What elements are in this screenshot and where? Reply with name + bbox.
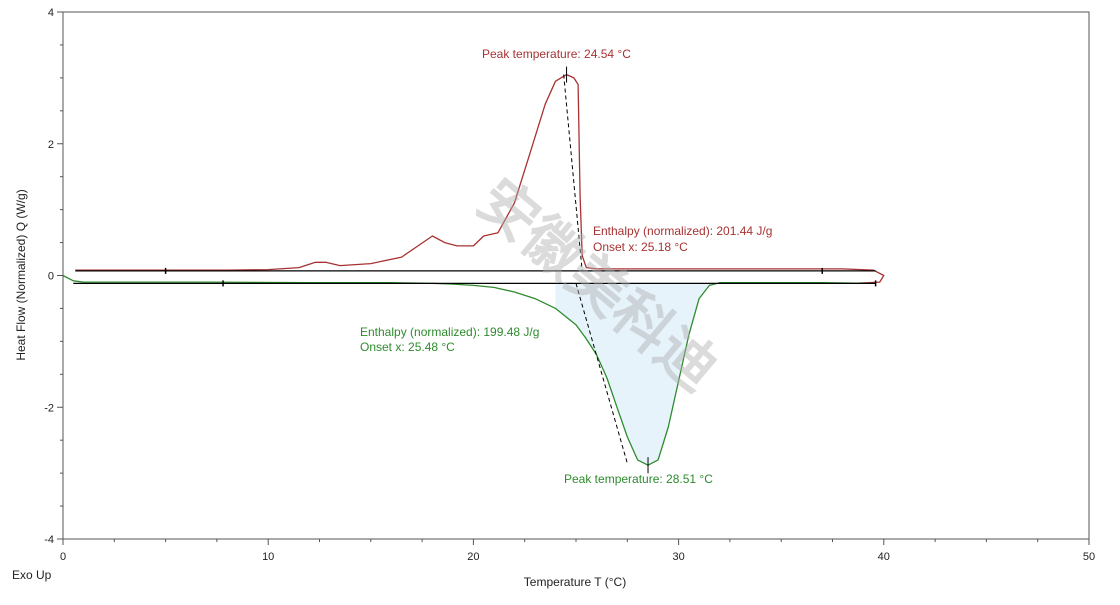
exo-up-label: Exo Up <box>12 568 52 582</box>
x-tick-label: 10 <box>262 551 274 563</box>
x-tick-label: 50 <box>1083 551 1095 563</box>
red-onset-tangent <box>563 74 583 271</box>
y-tick-label: 4 <box>48 7 54 19</box>
x-tick-label: 30 <box>672 551 684 563</box>
red-onset-label: Onset x: 25.18 °C <box>593 240 688 254</box>
green-peak-label: Peak temperature: 28.51 °C <box>564 472 713 486</box>
x-tick-label: 40 <box>878 551 890 563</box>
x-tick-label: 20 <box>467 551 479 563</box>
y-tick-label: 0 <box>48 271 54 283</box>
red-peak-label: Peak temperature: 24.54 °C <box>482 47 631 61</box>
green-enthalpy-label: Enthalpy (normalized): 199.48 J/g <box>360 325 539 339</box>
green-onset-label: Onset x: 25.48 °C <box>360 340 455 354</box>
green-onset-tangent <box>575 283 628 464</box>
red-enthalpy-label: Enthalpy (normalized): 201.44 J/g <box>593 224 772 238</box>
y-tick-label: 2 <box>48 139 54 151</box>
x-axis-title: Temperature T (°C) <box>524 575 626 589</box>
x-tick-label: 0 <box>60 551 66 563</box>
y-tick-label: -4 <box>44 534 54 546</box>
y-tick-label: -2 <box>44 402 54 414</box>
y-axis-title: Heat Flow (Normalized) Q (W/g) <box>14 189 28 360</box>
green-peak-area <box>555 283 720 466</box>
green-series-line <box>62 274 874 466</box>
red-series-line <box>75 73 885 285</box>
